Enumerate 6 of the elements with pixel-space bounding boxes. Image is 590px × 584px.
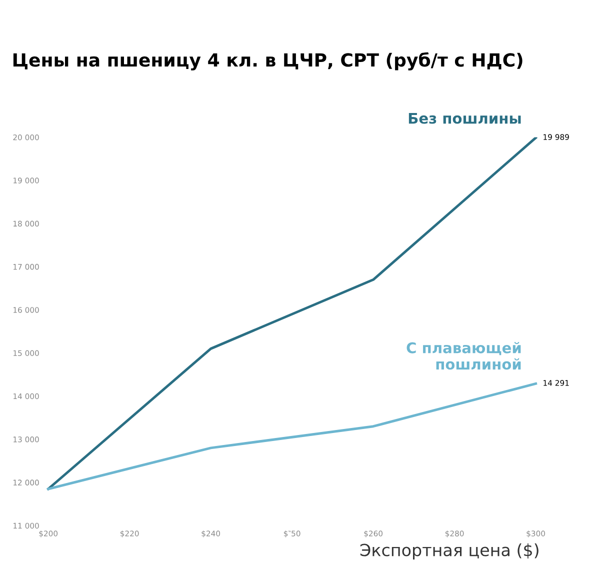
series-label: Без пошлины xyxy=(408,112,521,124)
x-axis-title: Экспортная цена ($) xyxy=(360,543,538,560)
series-label: С плавающей пошлиной xyxy=(406,342,521,370)
chart-title: Цены на пшеницу 4 кл. в ЦЧР, СРТ (руб/т с НДС) xyxy=(13,52,522,70)
line-series xyxy=(47,382,538,490)
line-series xyxy=(47,137,538,490)
